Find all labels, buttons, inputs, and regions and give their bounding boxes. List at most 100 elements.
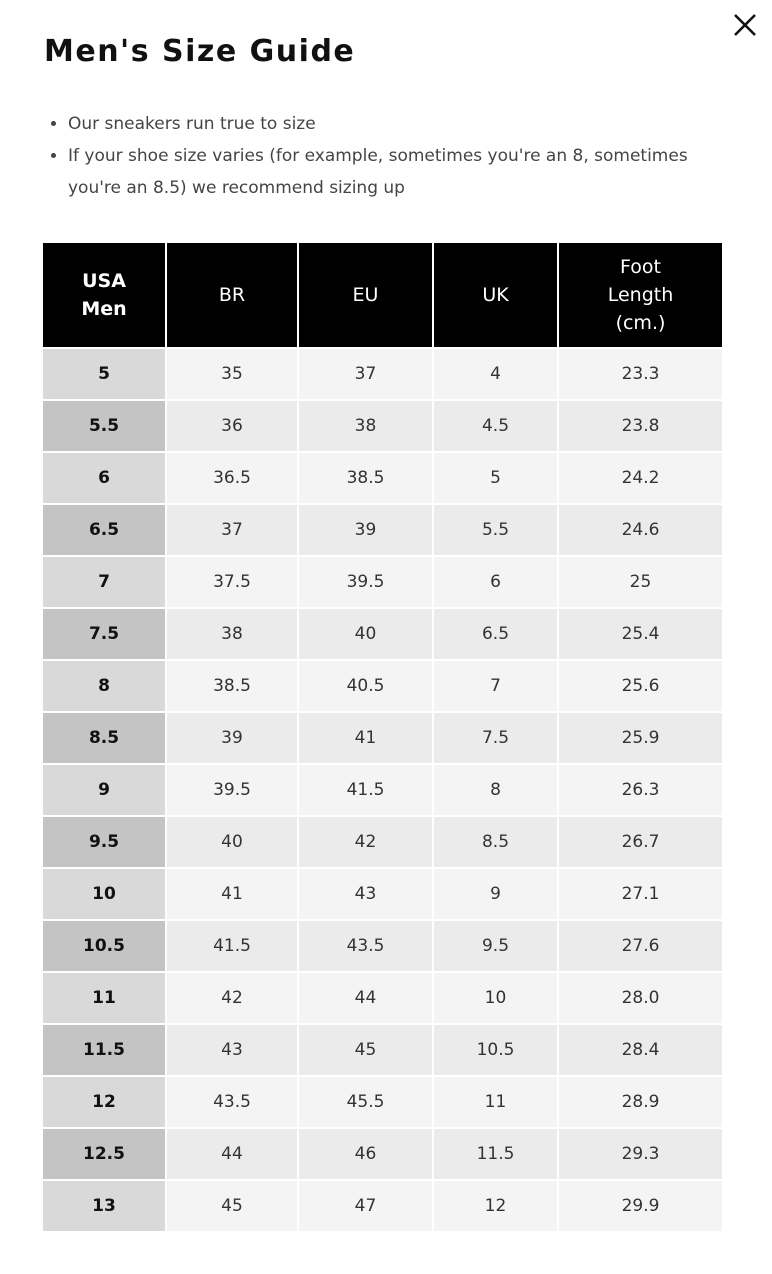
table-cell: 6.5 [43, 505, 165, 555]
table-cell: 28.0 [559, 973, 722, 1023]
table-cell: 7 [434, 661, 557, 711]
table-cell: 39 [299, 505, 432, 555]
table-cell: 39.5 [299, 557, 432, 607]
table-cell: 47 [299, 1181, 432, 1231]
table-cell: 5.5 [434, 505, 557, 555]
table-cell: 24.2 [559, 453, 722, 503]
table-cell: 5 [434, 453, 557, 503]
table-cell: 25 [559, 557, 722, 607]
table-cell: 11.5 [43, 1025, 165, 1075]
table-cell: 6.5 [434, 609, 557, 659]
table-cell: 4.5 [434, 401, 557, 451]
table-cell: 36 [167, 401, 297, 451]
table-cell: 28.4 [559, 1025, 722, 1075]
table-cell: 46 [299, 1129, 432, 1179]
table-cell: 44 [299, 973, 432, 1023]
column-header-text: Foot Length (cm.) [607, 256, 674, 334]
table-cell: 27.1 [559, 869, 722, 919]
table-cell: 8 [43, 661, 165, 711]
table-cell: 37 [299, 349, 432, 399]
table-cell: 43.5 [167, 1077, 297, 1127]
table-cell: 41 [167, 869, 297, 919]
note: If your shoe size varies (for example, s… [68, 140, 708, 204]
table-cell: 28.9 [559, 1077, 722, 1127]
table-cell: 40 [167, 817, 297, 867]
table-cell: 40.5 [299, 661, 432, 711]
title: Men's Size Guide [44, 34, 356, 69]
table-cell: 7.5 [43, 609, 165, 659]
table-cell: 25.9 [559, 713, 722, 763]
table-cell: 25.6 [559, 661, 722, 711]
table-cell: 10.5 [43, 921, 165, 971]
table-cell: 10 [43, 869, 165, 919]
table-cell: 44 [167, 1129, 297, 1179]
table-cell: 29.9 [559, 1181, 722, 1231]
column-header-text: EU [352, 284, 379, 306]
table-cell: 10 [434, 973, 557, 1023]
table-cell: 37.5 [167, 557, 297, 607]
table-cell: 11.5 [434, 1129, 557, 1179]
table-cell: 23.8 [559, 401, 722, 451]
column-header: BR [167, 243, 297, 347]
table-cell: 43 [167, 1025, 297, 1075]
table-cell: 43.5 [299, 921, 432, 971]
table-cell: 10.5 [434, 1025, 557, 1075]
table-cell: 42 [299, 817, 432, 867]
size-table: USA Men BR EU UK Foot Length (cm.) 5 35 37 4 23.3… [43, 243, 722, 1231]
table-cell: 13 [43, 1181, 165, 1231]
table-cell: 9 [434, 869, 557, 919]
table-cell: 45 [167, 1181, 297, 1231]
table-cell: 9.5 [43, 817, 165, 867]
table-cell: 27.6 [559, 921, 722, 971]
table-cell: 39.5 [167, 765, 297, 815]
table-cell: 24.6 [559, 505, 722, 555]
table-cell: 37 [167, 505, 297, 555]
table-cell: 26.7 [559, 817, 722, 867]
column-header: UK [434, 243, 557, 347]
column-header-text: UK [482, 284, 509, 306]
column-header-text: BR [218, 284, 246, 306]
table-cell: 8 [434, 765, 557, 815]
table-cell: 45.5 [299, 1077, 432, 1127]
close-button[interactable] [731, 11, 759, 39]
table-cell: 4 [434, 349, 557, 399]
column-header: Foot Length (cm.) [559, 243, 722, 347]
table-cell: 35 [167, 349, 297, 399]
table-cell: 8.5 [43, 713, 165, 763]
table-cell: 8.5 [434, 817, 557, 867]
table-cell: 40 [299, 609, 432, 659]
notes: Our sneakers run true to sizeIf your sho… [44, 108, 708, 204]
table-cell: 38 [299, 401, 432, 451]
table-cell: 12 [434, 1181, 557, 1231]
table-cell: 41 [299, 713, 432, 763]
column-header: EU [299, 243, 432, 347]
table-cell: 38.5 [167, 661, 297, 711]
table-cell: 39 [167, 713, 297, 763]
table-cell: 42 [167, 973, 297, 1023]
table-cell: 26.3 [559, 765, 722, 815]
table-cell: 29.3 [559, 1129, 722, 1179]
column-header-text: USA Men [81, 270, 127, 320]
table-cell: 5.5 [43, 401, 165, 451]
table-cell: 23.3 [559, 349, 722, 399]
table-cell: 38 [167, 609, 297, 659]
table-cell: 38.5 [299, 453, 432, 503]
table-cell: 41.5 [299, 765, 432, 815]
table-cell: 5 [43, 349, 165, 399]
table-cell: 7.5 [434, 713, 557, 763]
table-cell: 45 [299, 1025, 432, 1075]
table-cell: 11 [434, 1077, 557, 1127]
table-cell: 12.5 [43, 1129, 165, 1179]
table-cell: 43 [299, 869, 432, 919]
table-cell: 6 [434, 557, 557, 607]
table-cell: 41.5 [167, 921, 297, 971]
note: Our sneakers run true to size [68, 108, 708, 140]
table-cell: 9 [43, 765, 165, 815]
table-cell: 9.5 [434, 921, 557, 971]
table-cell: 7 [43, 557, 165, 607]
table-cell: 25.4 [559, 609, 722, 659]
table-cell: 12 [43, 1077, 165, 1127]
table-cell: 6 [43, 453, 165, 503]
column-header: USA Men [43, 243, 165, 347]
